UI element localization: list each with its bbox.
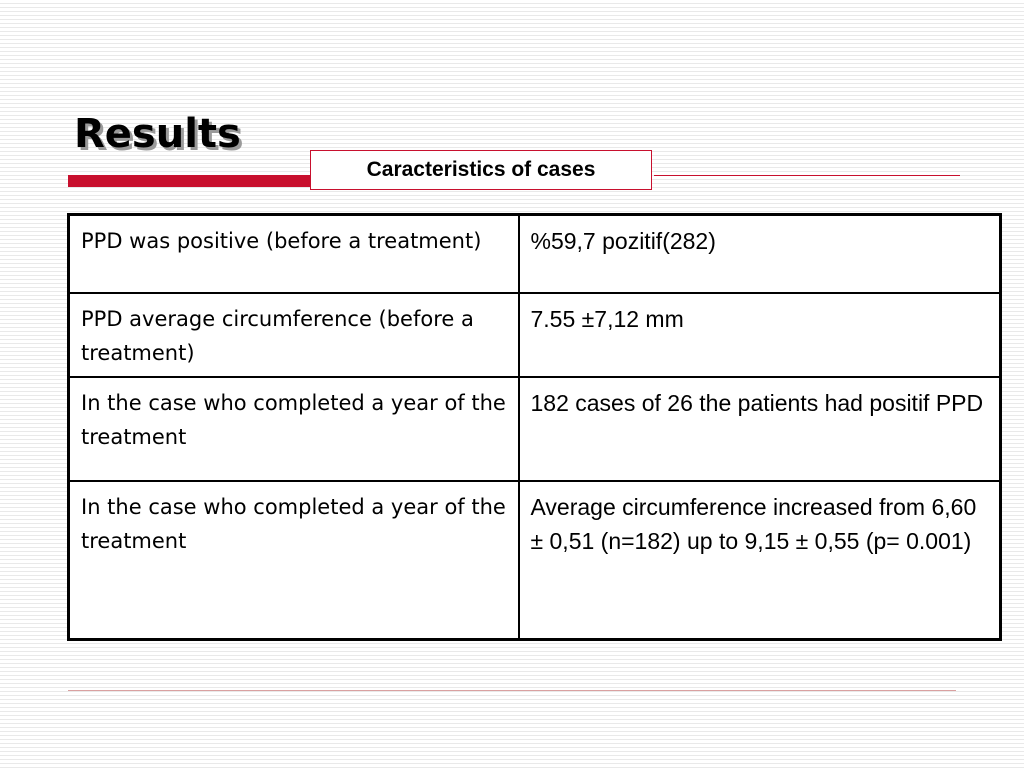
table-row: PPD average circumference (before a trea…: [67, 292, 1002, 378]
subtitle-box: Caracteristics of cases: [310, 150, 652, 190]
row-label-cell: In the case who completed a year of the …: [67, 480, 520, 641]
table-row: In the case who completed a year of the …: [67, 480, 1002, 641]
row-value-cell: 7.55 ±7,12 mm: [517, 292, 1002, 378]
title-underline-bar: [68, 175, 312, 187]
table-row: PPD was positive (before a treatment) %5…: [67, 213, 1002, 294]
subtitle-text: Caracteristics of cases: [366, 158, 596, 181]
row-value-cell: %59,7 pozitif(282): [517, 213, 1002, 294]
results-table: PPD was positive (before a treatment) %5…: [67, 213, 1002, 641]
table-row: In the case who completed a year of the …: [67, 376, 1002, 482]
row-value-cell: 182 cases of 26 the patients had positif…: [517, 376, 1002, 482]
footer-divider-line: [68, 690, 956, 691]
subtitle-divider-line: [654, 175, 960, 176]
row-label-cell: PPD was positive (before a treatment): [67, 213, 520, 294]
row-label-cell: PPD average circumference (before a trea…: [67, 292, 520, 378]
slide-title: Results: [74, 111, 241, 157]
row-label-cell: In the case who completed a year of the …: [67, 376, 520, 482]
row-value-cell: Average circumference increased from 6,6…: [517, 480, 1002, 641]
